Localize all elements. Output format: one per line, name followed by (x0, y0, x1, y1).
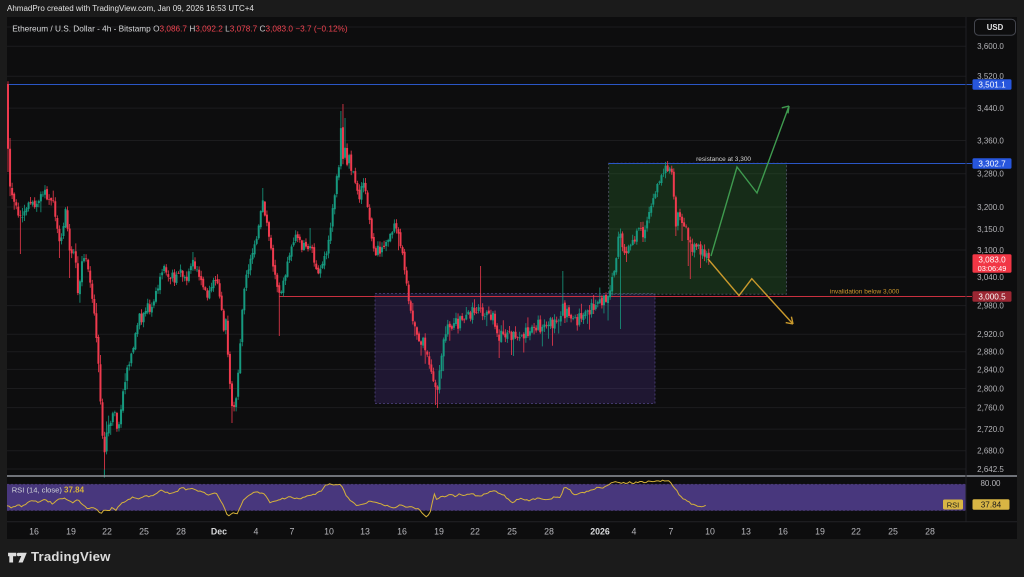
svg-text:28: 28 (544, 526, 554, 536)
svg-text:2,760.0: 2,760.0 (977, 404, 1004, 413)
svg-text:3,040.0: 3,040.0 (977, 273, 1004, 282)
svg-text:Dec: Dec (211, 526, 227, 536)
svg-text:37.84: 37.84 (981, 501, 1002, 510)
svg-text:13: 13 (741, 526, 751, 536)
svg-text:2,720.0: 2,720.0 (977, 425, 1004, 434)
svg-text:3,150.0: 3,150.0 (977, 225, 1004, 234)
svg-text:16: 16 (778, 526, 788, 536)
svg-text:3,520.0: 3,520.0 (977, 72, 1004, 81)
svg-text:16: 16 (29, 526, 39, 536)
svg-text:03:06:49: 03:06:49 (978, 264, 1007, 273)
svg-text:3,501.1: 3,501.1 (978, 81, 1006, 90)
svg-text:3,302.7: 3,302.7 (978, 160, 1006, 169)
svg-text:28: 28 (925, 526, 935, 536)
svg-text:2,980.0: 2,980.0 (977, 302, 1004, 311)
svg-text:3,440.0: 3,440.0 (977, 104, 1004, 113)
svg-text:25: 25 (139, 526, 149, 536)
svg-text:2,920.0: 2,920.0 (977, 330, 1004, 339)
svg-text:22: 22 (851, 526, 861, 536)
svg-text:3,100.0: 3,100.0 (977, 246, 1004, 255)
svg-text:7: 7 (669, 526, 674, 536)
svg-text:4: 4 (632, 526, 637, 536)
svg-text:19: 19 (66, 526, 76, 536)
svg-text:2,642.5: 2,642.5 (977, 465, 1004, 474)
svg-text:10: 10 (705, 526, 715, 536)
svg-text:2,880.0: 2,880.0 (977, 348, 1004, 357)
svg-text:3,280.0: 3,280.0 (977, 170, 1004, 179)
svg-text:13: 13 (360, 526, 370, 536)
svg-text:3,360.0: 3,360.0 (977, 136, 1004, 145)
svg-text:3,000.5: 3,000.5 (978, 293, 1006, 302)
svg-text:22: 22 (470, 526, 480, 536)
svg-text:10: 10 (324, 526, 334, 536)
svg-text:7: 7 (290, 526, 295, 536)
svg-text:25: 25 (507, 526, 517, 536)
svg-text:resistance at 3,300: resistance at 3,300 (696, 156, 751, 163)
svg-text:3,600.0: 3,600.0 (977, 42, 1004, 51)
svg-text:2,800.0: 2,800.0 (977, 384, 1004, 393)
svg-text:3,200.0: 3,200.0 (977, 203, 1004, 212)
svg-text:2,840.0: 2,840.0 (977, 365, 1004, 374)
svg-text:invalidation below 3,000: invalidation below 3,000 (830, 289, 900, 296)
svg-text:2,680.0: 2,680.0 (977, 447, 1004, 456)
svg-text:4: 4 (254, 526, 259, 536)
svg-text:RSI (14, close) 37.84: RSI (14, close) 37.84 (12, 486, 85, 495)
svg-text:19: 19 (815, 526, 825, 536)
svg-text:Ethereum / U.S. Dollar - 4h -: Ethereum / U.S. Dollar - 4h - Bitstamp O… (12, 24, 348, 33)
svg-text:3,083.0: 3,083.0 (978, 255, 1006, 264)
svg-text:USD: USD (987, 23, 1004, 32)
svg-text:2026: 2026 (590, 526, 610, 536)
svg-text:19: 19 (434, 526, 444, 536)
svg-text:22: 22 (102, 526, 112, 536)
svg-text:80.00: 80.00 (980, 479, 1001, 488)
svg-text:RSI: RSI (947, 500, 960, 509)
svg-text:28: 28 (176, 526, 186, 536)
svg-text:25: 25 (888, 526, 898, 536)
svg-text:16: 16 (397, 526, 407, 536)
